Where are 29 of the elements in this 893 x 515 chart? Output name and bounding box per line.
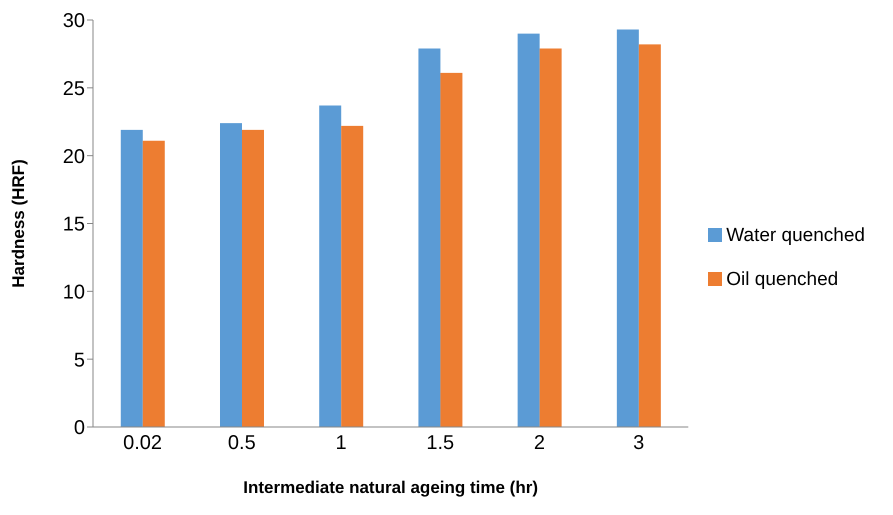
- y-tick-label: 20: [62, 146, 85, 168]
- bar: [518, 34, 540, 427]
- bar: [341, 126, 364, 427]
- bar: [540, 48, 562, 427]
- y-axis-title: Hardness (HRF): [9, 159, 28, 288]
- x-tick-label: 0.5: [228, 432, 256, 454]
- x-tick-label: 0.02: [123, 432, 162, 454]
- x-tick-label: 2: [534, 432, 546, 454]
- y-tick-label: 30: [62, 10, 85, 32]
- y-tick-label: 25: [62, 78, 85, 100]
- bar: [418, 48, 440, 427]
- x-tick-label: 1: [335, 432, 347, 454]
- y-tick-label: 10: [62, 281, 85, 304]
- y-tick-label: 15: [62, 214, 85, 236]
- bar: [319, 105, 342, 427]
- y-tick-label: 5: [74, 349, 85, 372]
- bar: [142, 140, 165, 427]
- bar: [220, 123, 242, 427]
- bar: [440, 72, 462, 427]
- bar: [616, 29, 639, 427]
- x-tick-label: 3: [633, 432, 644, 454]
- x-axis-title: Intermediate natural ageing time (hr): [243, 478, 538, 497]
- bar: [242, 130, 264, 427]
- x-tick-label: 1.5: [426, 432, 454, 454]
- legend-label: Water quenched: [726, 224, 865, 246]
- bar: [638, 44, 661, 427]
- legend-label: Oil quenched: [726, 268, 838, 290]
- y-tick-label: 0: [74, 417, 85, 440]
- bar: [120, 130, 143, 427]
